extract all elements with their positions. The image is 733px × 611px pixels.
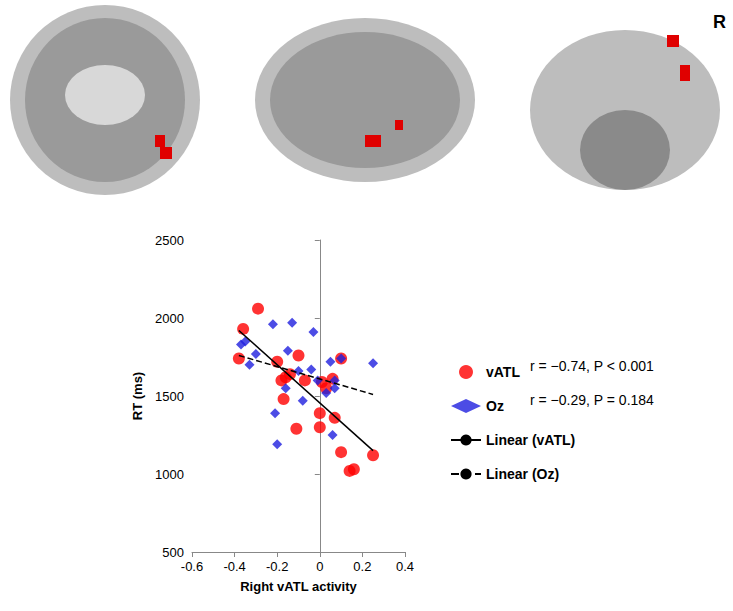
svg-text:0.2: 0.2 (353, 559, 371, 574)
svg-text:-0.2: -0.2 (266, 559, 288, 574)
svg-text:1000: 1000 (155, 467, 184, 482)
svg-text:Right vATL activity: Right vATL activity (240, 579, 357, 594)
svg-text:vATL: vATL (486, 364, 520, 380)
svg-text:-0.6: -0.6 (181, 559, 203, 574)
svg-text:0.4: 0.4 (396, 559, 414, 574)
svg-text:R: R (713, 12, 726, 32)
svg-text:r = −0.74, P < 0.001: r = −0.74, P < 0.001 (530, 358, 654, 374)
svg-text:Oz: Oz (486, 398, 504, 414)
svg-text:2500: 2500 (155, 233, 184, 248)
svg-text:r = −0.29, P = 0.184: r = −0.29, P = 0.184 (530, 392, 654, 408)
svg-text:RT (ms): RT (ms) (130, 372, 145, 420)
svg-text:1500: 1500 (155, 389, 184, 404)
svg-text:-0.4: -0.4 (223, 559, 245, 574)
svg-text:Linear (Oz): Linear (Oz) (486, 466, 559, 482)
svg-text:2000: 2000 (155, 311, 184, 326)
svg-text:0: 0 (316, 559, 323, 574)
svg-text:Linear (vATL): Linear (vATL) (486, 432, 575, 448)
svg-text:500: 500 (162, 545, 184, 560)
